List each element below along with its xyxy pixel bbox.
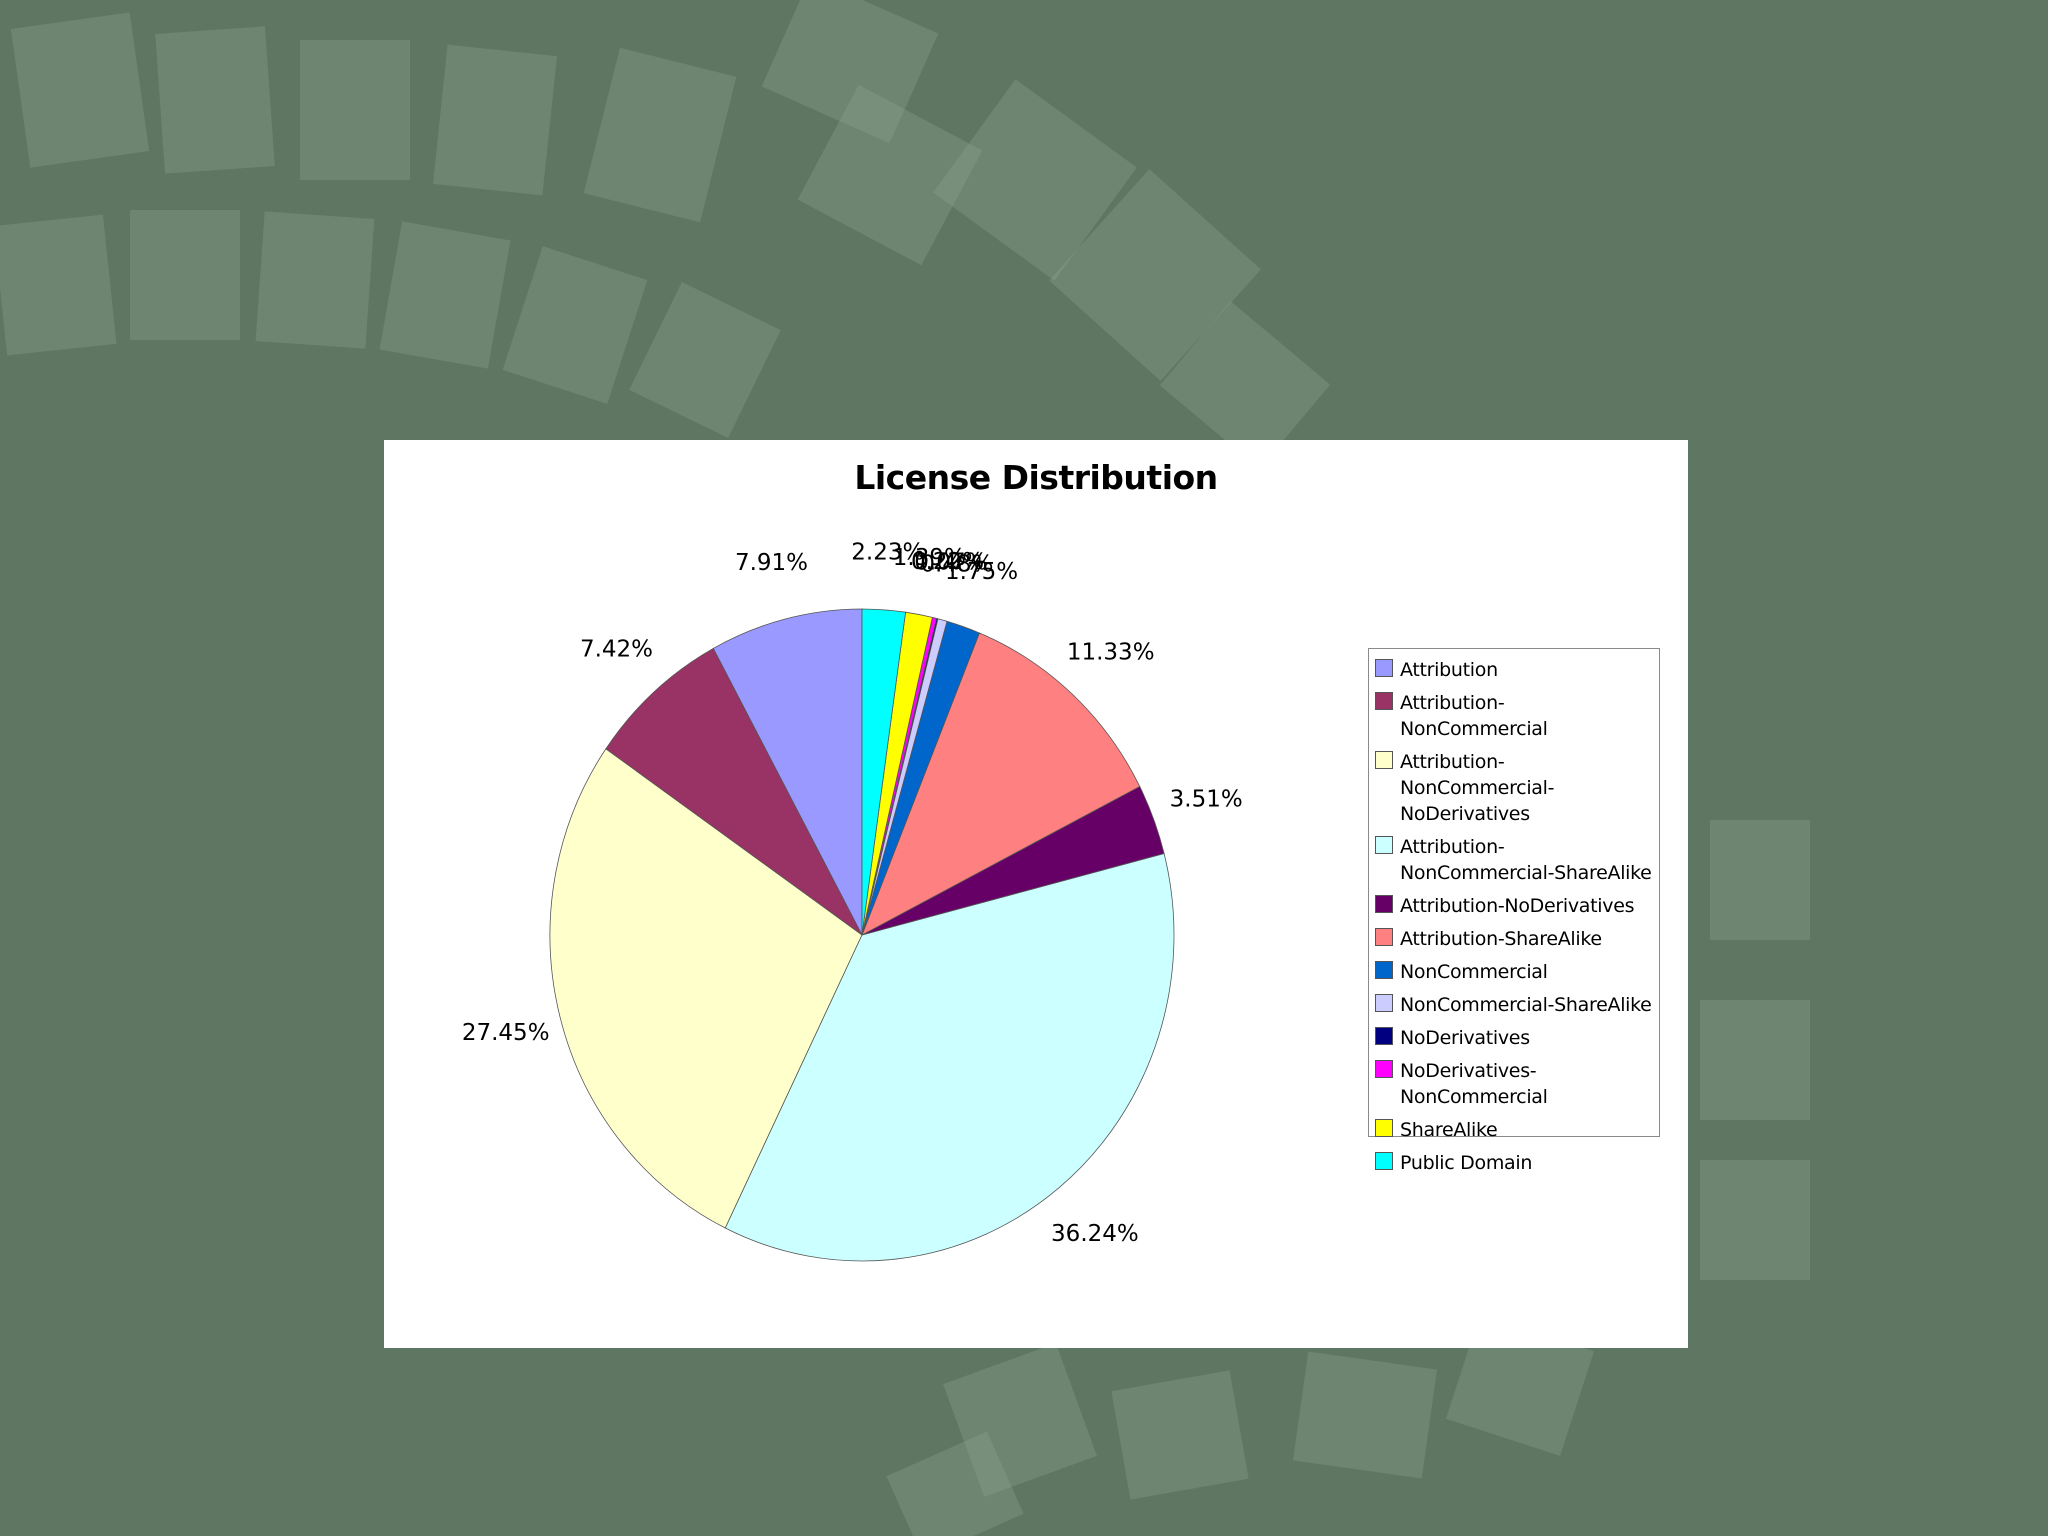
legend-item: ShareAlike bbox=[1375, 1117, 1659, 1143]
legend-swatch bbox=[1375, 994, 1393, 1012]
legend-swatch bbox=[1375, 928, 1393, 946]
legend-item: Attribution-NonCommercial bbox=[1375, 690, 1659, 742]
legend-swatch bbox=[1375, 961, 1393, 979]
slice-data-label: 7.91% bbox=[735, 550, 808, 576]
pie-slice-attribution-noncommercial-noderivatives bbox=[549, 748, 863, 1229]
slice-data-label: 3.51% bbox=[1170, 787, 1243, 813]
slice-data-label: 1.39% bbox=[893, 545, 966, 571]
slice-data-label: 2.23% bbox=[851, 539, 924, 565]
chart-panel: 7.91% 7.42% 27.45% 36.24% 3.51% 11.33% 1.75% 0.… bbox=[384, 440, 1688, 1348]
slice-data-label: 0.48% bbox=[920, 551, 993, 577]
pie-slice-attribution bbox=[712, 608, 863, 936]
legend-item: Attribution-NoDerivatives bbox=[1375, 893, 1659, 919]
pie-slice-attribution-noncommercial bbox=[605, 647, 863, 936]
legend-item: NoDerivatives bbox=[1375, 1025, 1659, 1051]
pie-chart: 7.91% 7.42% 27.45% 36.24% 3.51% 11.33% 1.75%0.… bbox=[462, 539, 1243, 1262]
legend-swatch bbox=[1375, 692, 1393, 710]
chart-legend: Attribution Attribution-NonCommercial Attr… bbox=[1368, 648, 1660, 1174]
legend-item: Attribution-NonCommercial-ShareAlike bbox=[1375, 834, 1659, 886]
legend-item: NoDerivatives-NonCommercial bbox=[1375, 1058, 1659, 1110]
legend-item: Public Domain bbox=[1375, 1150, 1659, 1176]
legend-label: NonCommercial-ShareAlike bbox=[1400, 994, 1652, 1016]
legend-label: NonCommercial bbox=[1400, 961, 1548, 983]
legend-swatch bbox=[1375, 1119, 1393, 1137]
legend-label: ShareAlike bbox=[1400, 1119, 1498, 1141]
legend-item: Attribution bbox=[1375, 657, 1659, 683]
legend-label: Attribution-NonCommercial-ShareAlike bbox=[1400, 836, 1652, 884]
legend-swatch bbox=[1375, 836, 1393, 854]
legend-item: Attribution-ShareAlike bbox=[1375, 926, 1659, 952]
legend-label: NoDerivatives bbox=[1400, 1027, 1530, 1049]
slice-data-label: 1.75% bbox=[945, 559, 1018, 585]
legend-label: Public Domain bbox=[1400, 1152, 1533, 1174]
legend-label: NoDerivatives-NonCommercial bbox=[1400, 1060, 1548, 1108]
legend-item: Attribution-NonCommercial-NoDerivatives bbox=[1375, 749, 1659, 827]
chart-title: License Distribution bbox=[854, 458, 1218, 497]
legend-swatch bbox=[1375, 895, 1393, 913]
legend-swatch bbox=[1375, 751, 1393, 769]
slice-data-label: 0.07% bbox=[914, 550, 987, 576]
slice-data-label: 0.22% bbox=[911, 549, 984, 575]
legend-label: Attribution bbox=[1400, 659, 1498, 681]
pie-slice-attribution-noncommercial-sharealike bbox=[724, 853, 1175, 1262]
legend-label: Attribution-ShareAlike bbox=[1400, 928, 1602, 950]
legend-item: NonCommercial-ShareAlike bbox=[1375, 992, 1659, 1018]
legend-label: Attribution-NonCommercial-NoDerivatives bbox=[1400, 751, 1555, 825]
legend-swatch bbox=[1375, 1152, 1393, 1170]
slice-data-label: 36.24% bbox=[1051, 1221, 1139, 1247]
pie-slice-public-domain bbox=[861, 608, 907, 936]
pie-slice-attribution-sharealike bbox=[861, 632, 1141, 936]
slice-data-label: 27.45% bbox=[462, 1020, 550, 1046]
slice-data-label: 11.33% bbox=[1067, 639, 1155, 665]
legend-label: Attribution-NonCommercial bbox=[1400, 692, 1548, 740]
legend-item: NonCommercial bbox=[1375, 959, 1659, 985]
legend-swatch bbox=[1375, 1060, 1393, 1078]
slice-data-label: 7.42% bbox=[580, 636, 653, 662]
legend-swatch bbox=[1375, 659, 1393, 677]
legend-swatch bbox=[1375, 1027, 1393, 1045]
legend-label: Attribution-NoDerivatives bbox=[1400, 895, 1635, 917]
